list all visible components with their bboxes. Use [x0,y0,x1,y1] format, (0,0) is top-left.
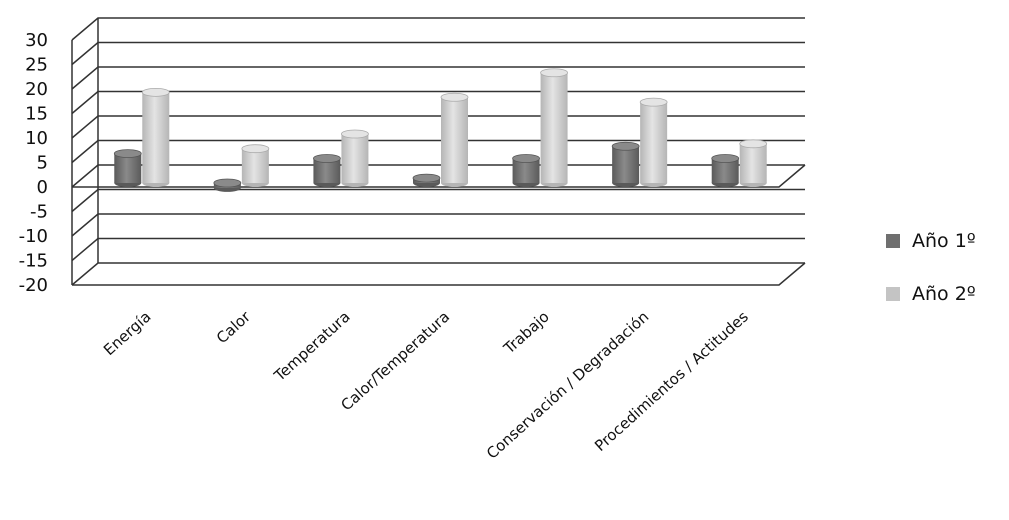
x-tick-label: Conservación / Degradación [483,308,652,463]
y-tick-label: 15 [25,104,48,125]
bar-body [612,146,640,183]
legend-label-series-1: Año 1º [912,230,976,252]
x-axis-labels: Energía Calor TemperaturaCalor/Temperatura… [100,307,752,463]
gridline [71,41,805,66]
gridlines [71,17,806,286]
gridline [71,17,805,41]
bar-2 [639,97,668,187]
gridline [71,188,805,213]
bar-top [611,141,640,151]
x-tick-label: Calor/Temperatura [337,308,453,415]
bar-body [640,102,668,183]
bar-top [113,149,142,159]
bars [113,68,768,192]
bar-body [142,92,170,183]
y-tick-label: 30 [25,30,48,51]
x-tick-label: Energía [100,308,154,360]
y-tick-label: 20 [25,79,48,100]
y-tick-label: -10 [19,226,48,247]
x-tick-label: Trabajo [500,308,553,358]
bar-2 [739,139,768,187]
y-tick-label: -15 [19,251,48,272]
x-tick-label: Calor [213,307,255,347]
bar-2 [341,129,369,187]
bar-body [540,72,568,183]
y-tick-label: 10 [25,128,48,149]
bar-body [241,148,269,183]
bar-top [739,139,768,149]
bar-1 [412,173,441,187]
bar-2 [241,144,270,187]
gridline [71,213,805,237]
bar-top [540,68,568,78]
bar-body [441,97,468,183]
bar-2 [440,92,469,187]
bar-top [341,129,369,139]
legend-swatch-series-2 [886,287,900,301]
gridline [71,164,805,188]
bar-top [241,144,270,154]
y-tick-label: 0 [37,177,48,198]
gridline [71,90,805,115]
legend-item-series-2: Año 2º [886,283,976,305]
floor-edge [72,164,806,188]
bar-1 [313,154,341,187]
y-tick-label: 25 [25,55,48,76]
bar-2 [540,68,568,187]
bar-top [213,178,242,188]
bar-1 [512,154,540,187]
bar-top [440,92,469,102]
bar-top [141,87,170,97]
gridline [71,115,805,139]
bar-body [114,153,142,183]
bar-top [639,97,668,107]
bar-1 [611,141,640,187]
bar-top [412,173,441,183]
y-tick-label: 5 [37,153,48,174]
gridline [71,139,805,164]
legend-item-series-1: Año 1º [886,230,976,252]
bar-top [711,154,740,163]
bar-1 [711,154,740,187]
y-tick-label: -5 [30,202,48,223]
legend-swatch-series-1 [886,234,900,248]
legend-label-series-2: Año 2º [912,283,976,305]
gridline [71,66,805,90]
bar-1 [213,178,242,192]
base-edge [72,262,806,286]
gridline [71,262,805,286]
bar-body [341,134,369,183]
y-axis-ticks: 30 25 20 15 10 5 0 -5 -10 -15 -20 [19,30,48,296]
bar-body [739,143,767,183]
bar-2 [141,87,170,187]
y-tick-label: -20 [19,275,48,296]
gridline [71,237,805,262]
bar-top [512,154,540,163]
x-tick-label: Temperatura [270,308,354,386]
bar-1 [113,149,142,187]
bar-top [313,154,341,163]
